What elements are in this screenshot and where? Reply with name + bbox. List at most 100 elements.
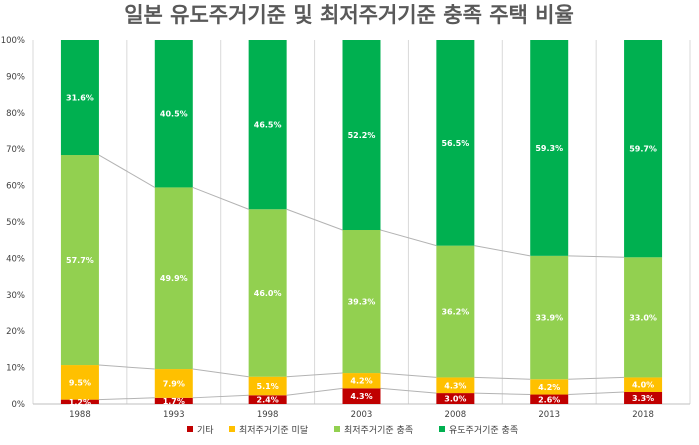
- data-label: 46.5%: [254, 121, 282, 130]
- data-label: 4.2%: [538, 383, 560, 392]
- x-tick-label: 2013: [538, 410, 560, 420]
- series-line: [192, 186, 249, 210]
- data-label: 36.2%: [441, 308, 469, 317]
- bar-segment: [248, 376, 287, 396]
- data-label: 49.9%: [160, 274, 188, 283]
- series-line: [286, 208, 343, 231]
- bar-segment: [624, 40, 663, 258]
- y-tick-label: 10%: [6, 364, 25, 374]
- y-tick-label: 90%: [6, 72, 25, 82]
- y-tick-label: 30%: [6, 291, 25, 301]
- y-tick-label: 20%: [6, 327, 25, 337]
- data-label: 2.4%: [257, 396, 279, 405]
- bar-segment: [530, 40, 569, 256]
- bars: [60, 40, 663, 404]
- bar-segment: [530, 255, 569, 380]
- data-label: 39.3%: [348, 298, 376, 307]
- data-label: 59.7%: [629, 145, 657, 154]
- bar-segment: [624, 257, 663, 378]
- bar-segment: [342, 388, 381, 404]
- bar-segment: [154, 40, 193, 188]
- data-label: 57.7%: [66, 256, 94, 265]
- series-line: [286, 387, 343, 396]
- series-line: [474, 392, 531, 396]
- y-tick-label: 40%: [6, 254, 25, 264]
- bar-segment: [60, 155, 99, 366]
- x-tick-label: 1998: [257, 410, 279, 420]
- legend-label: 최저주거기준 충족: [344, 425, 413, 436]
- x-tick-label: 2008: [445, 410, 467, 420]
- grid-lines: [32, 40, 691, 404]
- series-lines: [98, 154, 625, 401]
- legend: 기타 최저주거기준 미달 최저주거기준 충족 유도주거기준 충족: [187, 424, 518, 436]
- data-label: 56.5%: [441, 139, 469, 148]
- legend-label: 기타: [197, 425, 214, 436]
- series-line: [568, 255, 625, 258]
- series-line: [98, 154, 156, 188]
- bar-segment: [530, 379, 569, 395]
- data-label: 33.9%: [535, 314, 563, 323]
- data-label: 4.3%: [444, 381, 466, 390]
- data-label: 4.3%: [350, 392, 372, 401]
- data-label: 1.2%: [69, 398, 91, 407]
- data-label: 1.7%: [163, 397, 185, 406]
- legend-swatch: [229, 426, 235, 432]
- series-line: [380, 387, 437, 394]
- y-tick-label: 60%: [6, 182, 25, 192]
- chart-title: 일본 유도주거기준 및 최저주거기준 충족 주택 비율: [124, 3, 574, 27]
- x-tick-label: 2003: [351, 410, 373, 420]
- bar-segment: [248, 209, 287, 377]
- legend-swatch: [187, 426, 193, 432]
- bar-segment: [154, 187, 193, 370]
- y-tick-label: 50%: [6, 218, 25, 228]
- data-label: 33.0%: [629, 313, 657, 322]
- y-tick-label: 80%: [6, 109, 25, 119]
- bar-segment: [436, 377, 475, 394]
- bar-segment: [624, 377, 663, 392]
- data-label: 3.3%: [632, 394, 654, 403]
- series-line: [98, 397, 155, 401]
- data-label: 4.2%: [350, 377, 372, 386]
- x-tick-label: 1993: [163, 410, 185, 420]
- series-line: [192, 368, 249, 378]
- bar-segment: [530, 394, 569, 404]
- series-line: [380, 372, 437, 378]
- bar-segment: [436, 245, 475, 378]
- data-label: 52.2%: [348, 131, 376, 140]
- series-line: [192, 394, 249, 399]
- data-label: 40.5%: [160, 110, 188, 119]
- legend-label: 유도주거기준 충족: [449, 425, 518, 436]
- legend-swatch: [439, 426, 445, 432]
- bar-segment: [248, 395, 287, 404]
- bar-segment: [342, 373, 381, 389]
- bar-segment: [154, 369, 193, 398]
- bar-segment: [342, 230, 381, 374]
- series-line: [474, 376, 531, 380]
- data-label: 9.5%: [69, 378, 91, 387]
- x-tick-label: 1988: [69, 410, 91, 420]
- data-labels: 1.2% 1.7% 2.4% 4.3% 3.0% 2.6% 3.3% 9.5% 7.9% 5.1%…: [66, 94, 657, 407]
- data-label: 31.6%: [66, 94, 94, 103]
- data-label: 2.6%: [538, 395, 560, 404]
- series-line: [568, 376, 625, 380]
- bar-segment: [60, 365, 99, 400]
- legend-swatch: [334, 426, 340, 432]
- x-tick-label: 2018: [632, 410, 654, 420]
- series-line: [568, 391, 625, 396]
- bar-segment: [436, 40, 475, 246]
- bar-segment: [342, 40, 381, 231]
- bar-segment: [248, 40, 287, 210]
- y-tick-label: 100%: [1, 36, 25, 46]
- bar-segment: [60, 40, 99, 156]
- series-line: [98, 364, 155, 370]
- data-label: 59.3%: [535, 144, 563, 153]
- axes: 0% 10% 20% 30% 40% 50% 60% 70% 80% 90% 100% 1988 199…: [1, 36, 690, 420]
- data-label: 46.0%: [254, 289, 282, 298]
- series-line: [286, 372, 343, 378]
- bar-segment: [154, 397, 193, 404]
- data-label: 7.9%: [163, 379, 185, 388]
- bar-segment: [60, 399, 99, 404]
- series-line: [474, 245, 531, 257]
